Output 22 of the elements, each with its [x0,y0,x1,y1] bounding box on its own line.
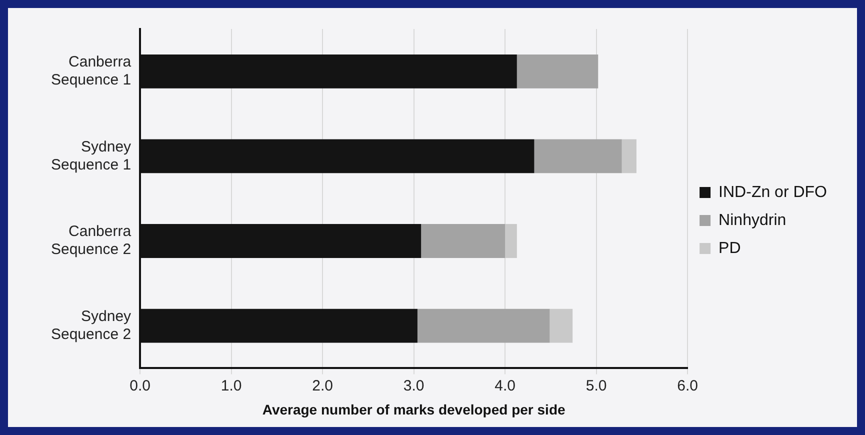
bar [421,224,506,258]
y-tick-label: Sydney Sequence 2 [50,308,132,343]
x-tick-label: 0.0 [130,377,150,394]
x-tick-label: 2.0 [312,377,333,394]
x-tick-label: 1.0 [220,377,242,394]
y-tick-label: Canberra Sequence 1 [50,54,132,89]
bar [417,308,550,343]
legend-label: IND-Zn or DFO [718,184,828,201]
x-tick-label: 6.0 [677,377,698,394]
x-axis-title: Average number of marks developed per side [262,401,566,418]
x-tick-label: 5.0 [586,377,607,394]
bar [505,224,517,258]
bar [534,139,622,174]
x-tick-label: 3.0 [403,377,424,394]
bar [550,308,573,343]
bar [516,54,598,88]
y-tick-label: Sydney Sequence 1 [50,138,132,174]
bar [622,139,636,174]
x-tick-label: 4.0 [494,377,516,394]
y-tick-label: Canberra Sequence 2 [50,223,132,258]
legend-label: Ninhydrin [718,212,786,229]
legend-label: PD [718,240,741,257]
